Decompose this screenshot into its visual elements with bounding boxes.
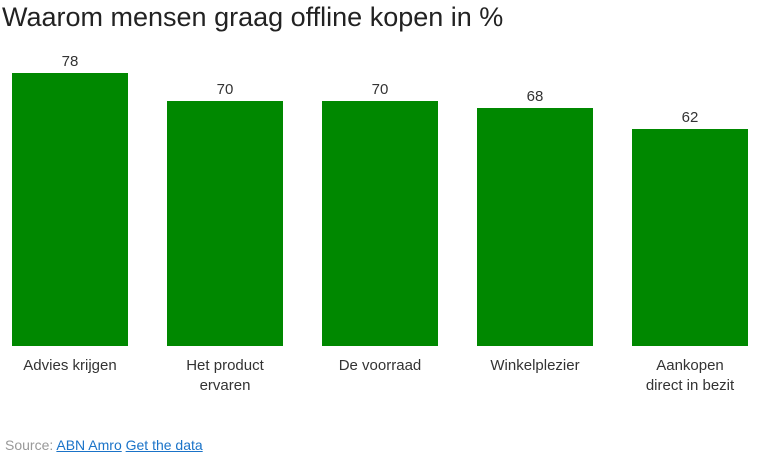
value-label-3: 70 — [372, 81, 389, 98]
value-label-4: 68 — [527, 88, 544, 105]
bar-chart: 78 Advies krijgen 70 Het product ervaren 70 De… — [12, 53, 748, 394]
value-label-5: 62 — [682, 109, 699, 126]
category-label-1: Advies krijgen — [23, 357, 116, 374]
bar-1 — [12, 73, 128, 346]
category-label-5-line-2: direct in bezit — [646, 377, 735, 394]
category-label-2-line-2: ervaren — [200, 377, 251, 394]
category-label-2-line-1: Het product — [186, 357, 264, 374]
bar-3 — [322, 101, 438, 346]
get-data-link[interactable]: Get the data — [125, 437, 203, 453]
value-label-1: 78 — [62, 53, 79, 70]
chart-footer: Source: ABN Amro Get the data — [5, 437, 203, 453]
category-label-4: Winkelplezier — [490, 357, 579, 374]
bar-4 — [477, 108, 593, 346]
source-label: Source: — [5, 437, 54, 453]
category-label-3: De voorraad — [339, 357, 422, 374]
source-link[interactable]: ABN Amro — [56, 437, 122, 453]
bar-2 — [167, 101, 283, 346]
value-label-2: 70 — [217, 81, 234, 98]
chart-title: Waarom mensen graag offline kopen in % — [2, 2, 504, 32]
category-label-5-line-1: Aankopen — [656, 357, 724, 374]
bar-5 — [632, 129, 748, 346]
